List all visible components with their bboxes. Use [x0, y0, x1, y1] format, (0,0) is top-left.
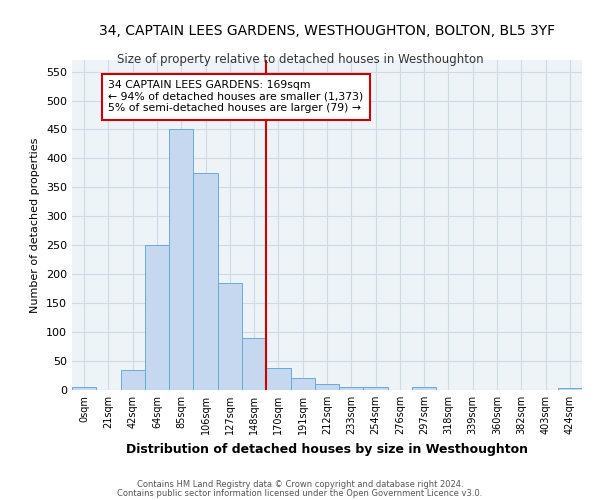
Bar	[193, 173, 218, 390]
Title: 34, CAPTAIN LEES GARDENS, WESTHOUGHTON, BOLTON, BL5 3YF: 34, CAPTAIN LEES GARDENS, WESTHOUGHTON, …	[99, 24, 555, 38]
X-axis label: Distribution of detached houses by size in Westhoughton: Distribution of detached houses by size …	[126, 442, 528, 456]
Y-axis label: Number of detached properties: Number of detached properties	[31, 138, 40, 312]
Text: Contains HM Land Registry data © Crown copyright and database right 2024.: Contains HM Land Registry data © Crown c…	[137, 480, 463, 489]
Bar	[218, 283, 242, 390]
Bar	[412, 387, 436, 390]
Bar	[169, 130, 193, 390]
Text: Size of property relative to detached houses in Westhoughton: Size of property relative to detached ho…	[116, 52, 484, 66]
Bar	[364, 386, 388, 390]
Bar	[121, 370, 145, 390]
Text: Contains public sector information licensed under the Open Government Licence v3: Contains public sector information licen…	[118, 488, 482, 498]
Bar	[339, 387, 364, 390]
Bar	[290, 378, 315, 390]
Bar	[72, 387, 96, 390]
Bar	[315, 384, 339, 390]
Bar	[242, 338, 266, 390]
Text: 34 CAPTAIN LEES GARDENS: 169sqm
← 94% of detached houses are smaller (1,373)
5% : 34 CAPTAIN LEES GARDENS: 169sqm ← 94% of…	[109, 80, 364, 114]
Bar	[266, 368, 290, 390]
Bar	[145, 246, 169, 390]
Bar	[558, 388, 582, 390]
